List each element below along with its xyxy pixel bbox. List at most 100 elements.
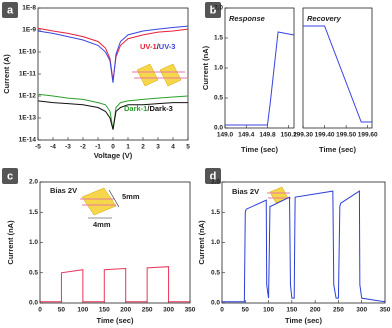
data-line: [37, 100, 188, 130]
y-tick-label: 1E-12: [19, 93, 37, 100]
x-tick-label: 199.30: [293, 132, 313, 139]
y-tick-label: 0.5: [211, 269, 220, 276]
legend-separator: /: [157, 42, 160, 51]
subplot-title: Recovery: [307, 14, 342, 23]
x-tick-label: 0: [220, 307, 224, 314]
x-tick-label: 50: [242, 307, 250, 314]
x-tick-label: 200: [120, 307, 131, 314]
x-tick-label: 2: [141, 144, 145, 151]
subplot-title: Response: [229, 14, 265, 23]
x-tick-label: 199.60: [358, 132, 378, 139]
x-axis-label: Time (sec): [285, 316, 322, 325]
x-tick-label: 350: [380, 307, 391, 314]
y-tick-label: 2.0: [211, 179, 220, 186]
plot-frame: [302, 7, 373, 129]
device-icon-d: [267, 186, 291, 204]
annotation: 5mm: [122, 192, 140, 201]
panel-label: a: [7, 4, 14, 16]
panel-label: c: [7, 170, 13, 182]
legend-entry: Dark-3: [149, 104, 172, 113]
y-tick-label: 1E-10: [19, 49, 37, 56]
y-tick-label: 0.5: [214, 95, 223, 102]
panel-label-box: [205, 168, 221, 184]
x-tick-label: 300: [356, 307, 367, 314]
x-tick-label: 250: [142, 307, 153, 314]
x-tick-label: -4: [50, 144, 56, 151]
x-tick-label: -2: [80, 144, 86, 151]
legend-entry: UV-1: [140, 42, 157, 51]
y-tick-label: 1E-8: [22, 5, 36, 12]
data-line: [225, 31, 295, 126]
x-axis-label: Time (sec): [319, 145, 356, 154]
y-axis-label: Current (nA): [6, 220, 15, 265]
y-tick-label: 1.0: [29, 239, 38, 246]
x-tick-label: 199.40: [315, 132, 335, 139]
annotation: 4mm: [93, 220, 111, 229]
y-tick-label: 1.0: [211, 239, 220, 246]
panel-label-box: [2, 168, 18, 184]
y-tick-label: 2.0: [214, 5, 223, 12]
x-tick-label: 100: [77, 307, 88, 314]
x-tick-label: 150: [286, 307, 297, 314]
y-tick-label: 1.0: [214, 65, 223, 72]
x-tick-label: -1: [95, 144, 101, 151]
y-tick-label: 0.0: [29, 300, 38, 307]
device-icon-c: [80, 187, 120, 219]
x-tick-label: 100: [263, 307, 274, 314]
panel-label: d: [210, 170, 217, 182]
data-line: [222, 190, 386, 303]
y-axis-label: Current (A): [2, 54, 11, 94]
legend: Dark-1/Dark-3: [124, 104, 173, 113]
x-tick-label: 149.0: [217, 132, 234, 139]
x-tick-label: 199.50: [336, 132, 356, 139]
panel-label-box: [205, 2, 221, 18]
x-tick-label: 200: [310, 307, 321, 314]
data-line: [40, 266, 190, 303]
legend-separator: /: [147, 104, 150, 113]
x-tick-label: 0: [111, 144, 115, 151]
x-tick-label: 149.8: [259, 132, 276, 139]
x-tick-label: 3: [156, 144, 160, 151]
x-tick-label: 149.4: [238, 132, 255, 139]
y-axis-label: Current (nA): [197, 220, 206, 265]
legend: UV-1/UV-3: [140, 42, 175, 51]
x-tick-label: 1: [126, 144, 130, 151]
device-icon-a: [132, 63, 187, 87]
y-tick-label: 0.0: [211, 300, 220, 307]
y-tick-label: 1.5: [211, 209, 220, 216]
panel-label: b: [210, 4, 217, 16]
x-tick-label: 4: [171, 144, 175, 151]
x-tick-label: 300: [163, 307, 174, 314]
annotation: Bias 2V: [232, 187, 259, 196]
plot-frame: [224, 7, 295, 129]
x-tick-label: 50: [58, 307, 66, 314]
x-tick-label: -3: [65, 144, 71, 151]
x-tick-label: 350: [185, 307, 196, 314]
x-tick-label: 5: [186, 144, 190, 151]
y-tick-label: 1.5: [214, 35, 223, 42]
legend-entry: Dark-1: [124, 104, 147, 113]
panel-label-box: [2, 2, 18, 18]
x-tick-label: 150.2: [281, 132, 298, 139]
y-axis-label: Current (nA): [201, 45, 210, 90]
data-line: [37, 25, 189, 83]
annotation: Bias 2V: [50, 186, 77, 195]
y-tick-label: 1E-9: [22, 27, 36, 34]
x-tick-label: 0: [38, 307, 42, 314]
x-axis-label: Time (sec): [97, 316, 134, 325]
y-tick-label: 1E-14: [19, 137, 37, 144]
y-tick-label: 0.0: [214, 125, 223, 132]
x-tick-label: 250: [333, 307, 344, 314]
y-tick-label: 1E-11: [19, 71, 36, 78]
plot-frame: [221, 181, 386, 304]
data-line: [303, 25, 372, 123]
y-tick-label: 0.5: [29, 269, 38, 276]
x-axis-label: Voltage (V): [94, 151, 133, 160]
x-axis-label: Time (sec): [241, 145, 278, 154]
legend-entry: UV-3: [159, 42, 176, 51]
y-tick-label: 1E-13: [19, 115, 37, 122]
x-tick-label: 150: [99, 307, 110, 314]
y-tick-label: 1.5: [29, 209, 38, 216]
y-tick-label: 2.0: [29, 179, 38, 186]
